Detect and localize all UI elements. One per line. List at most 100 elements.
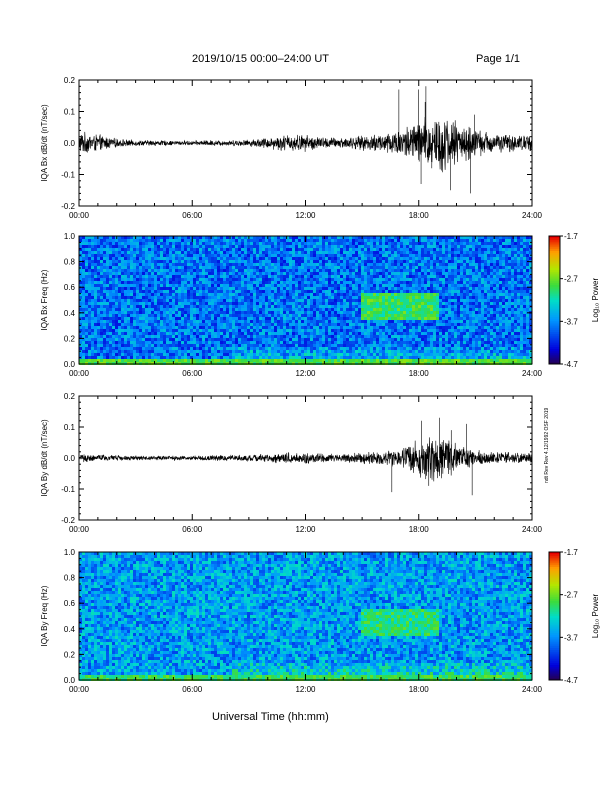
heatmap-cell [82, 341, 85, 344]
heatmap-cell [310, 281, 313, 284]
heatmap-cell [247, 257, 250, 260]
heatmap-cell [385, 299, 388, 302]
heatmap-cell [403, 254, 406, 257]
heatmap-cell [412, 329, 415, 332]
heatmap-cell [301, 275, 304, 278]
heatmap-cell [193, 269, 196, 272]
heatmap-cell [115, 260, 118, 263]
heatmap-cell [241, 308, 244, 311]
heatmap-cell [316, 260, 319, 263]
heatmap-cell [175, 335, 178, 338]
heatmap-cell [163, 254, 166, 257]
heatmap-cell [379, 344, 382, 347]
heatmap-cell [358, 254, 361, 257]
heatmap-cell [274, 326, 277, 329]
heatmap-cell [193, 275, 196, 278]
heatmap-cell [394, 329, 397, 332]
heatmap-cell [355, 320, 358, 323]
heatmap-cell [388, 242, 391, 245]
heatmap-cell [100, 302, 103, 305]
heatmap-cell [181, 242, 184, 245]
heatmap-cell [109, 335, 112, 338]
heatmap-cell [142, 320, 145, 323]
heatmap-cell [352, 299, 355, 302]
heatmap-cell [244, 359, 247, 362]
heatmap-cell [205, 293, 208, 296]
heatmap-cell [361, 278, 364, 281]
heatmap-cell [283, 323, 286, 326]
heatmap-cell [88, 263, 91, 266]
heatmap-cell [286, 317, 289, 320]
heatmap-cell [253, 329, 256, 332]
heatmap-cell [400, 269, 403, 272]
heatmap-cell [316, 335, 319, 338]
heatmap-cell [244, 278, 247, 281]
heatmap-cell [298, 323, 301, 326]
heatmap-cell [145, 290, 148, 293]
heatmap-cell [157, 344, 160, 347]
heatmap-cell [103, 323, 106, 326]
heatmap-cell [196, 245, 199, 248]
heatmap-cell [406, 341, 409, 344]
heatmap-cell [325, 356, 328, 359]
heatmap-cell [331, 347, 334, 350]
heatmap-cell [163, 335, 166, 338]
heatmap-cell [121, 293, 124, 296]
heatmap-cell [265, 329, 268, 332]
heatmap-cell [178, 245, 181, 248]
heatmap-cell [295, 317, 298, 320]
heatmap-cell [184, 239, 187, 242]
heatmap-cell [328, 269, 331, 272]
heatmap-cell [376, 248, 379, 251]
heatmap-cell [397, 335, 400, 338]
heatmap-cell [415, 287, 418, 290]
heatmap-cell [106, 353, 109, 356]
heatmap-cell [217, 269, 220, 272]
heatmap-cell [133, 251, 136, 254]
heatmap-cell [364, 293, 367, 296]
heatmap-cell [403, 278, 406, 281]
heatmap-cell [316, 257, 319, 260]
heatmap-cell [127, 302, 130, 305]
heatmap-cell [283, 311, 286, 314]
heatmap-cell [127, 329, 130, 332]
heatmap-cell [307, 278, 310, 281]
heatmap-cell [328, 323, 331, 326]
heatmap-cell [244, 275, 247, 278]
heatmap-cell [274, 305, 277, 308]
heatmap-cell [190, 305, 193, 308]
heatmap-cell [208, 320, 211, 323]
heatmap-cell [121, 332, 124, 335]
heatmap-cell [289, 323, 292, 326]
heatmap-cell [340, 272, 343, 275]
heatmap-cell [394, 317, 397, 320]
heatmap-cell [337, 242, 340, 245]
heatmap-cell [184, 353, 187, 356]
heatmap-cell [400, 350, 403, 353]
heatmap-cell [301, 293, 304, 296]
heatmap-cell [286, 251, 289, 254]
heatmap-cell [250, 332, 253, 335]
heatmap-cell [286, 305, 289, 308]
heatmap-cell [364, 359, 367, 362]
heatmap-cell [379, 347, 382, 350]
heatmap-cell [268, 263, 271, 266]
heatmap-cell [106, 317, 109, 320]
heatmap-cell [241, 287, 244, 290]
heatmap-cell [112, 359, 115, 362]
heatmap-cell [223, 308, 226, 311]
heatmap-cell [277, 287, 280, 290]
heatmap-cell [367, 269, 370, 272]
heatmap-cell [322, 311, 325, 314]
heatmap-cell [214, 326, 217, 329]
heatmap-cell [136, 251, 139, 254]
heatmap-cell [136, 359, 139, 362]
heatmap-cell [97, 314, 100, 317]
x-tick-label-0-3: 18:00 [409, 211, 430, 220]
heatmap-cell [226, 257, 229, 260]
heatmap-cell [346, 344, 349, 347]
heatmap-cell [214, 302, 217, 305]
heatmap-cell [229, 296, 232, 299]
heatmap-cell [232, 263, 235, 266]
heatmap-cell [121, 338, 124, 341]
